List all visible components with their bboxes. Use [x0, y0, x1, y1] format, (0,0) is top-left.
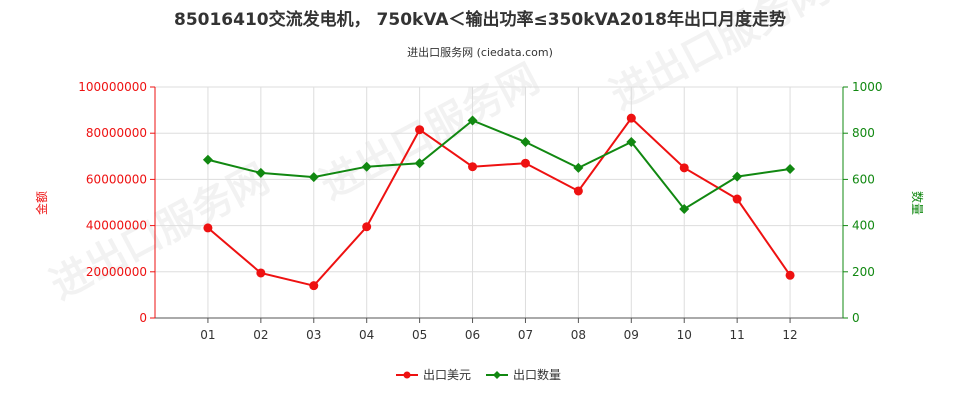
watermark-text: 进出口服务网	[43, 156, 277, 309]
data-point	[468, 162, 478, 172]
data-point	[520, 158, 530, 168]
y-left-axis-label: 金额	[34, 191, 49, 215]
x-tick-label: 12	[782, 328, 797, 342]
x-tick-label: 06	[465, 328, 480, 342]
series-line	[207, 119, 791, 211]
data-point	[414, 158, 425, 169]
x-tick-label: 02	[253, 328, 268, 342]
x-tick-label: 03	[306, 328, 321, 342]
chart-title: 85016410交流发电机， 750kVA＜输出功率≤350kVA2018年出口…	[174, 9, 786, 30]
data-point	[362, 222, 372, 232]
data-point	[256, 268, 266, 278]
legend-swatch-marker	[493, 371, 501, 379]
legend: 出口美元 出口数量	[396, 367, 561, 382]
y-right-axis-label: 数量	[910, 191, 925, 215]
data-point	[573, 186, 583, 196]
y-left-tick-label: 80000000	[86, 126, 147, 140]
data-point	[309, 281, 319, 291]
data-point	[785, 270, 795, 280]
x-tick-label: 10	[677, 328, 692, 342]
x-tick-label: 07	[518, 328, 533, 342]
series	[202, 113, 796, 291]
data-point	[415, 125, 425, 135]
data-point	[202, 154, 213, 165]
y-left-tick-label: 60000000	[86, 172, 147, 186]
legend-label: 出口数量	[513, 367, 561, 382]
y-right-tick-label: 600	[852, 172, 875, 186]
data-point	[679, 203, 690, 214]
series-2	[202, 115, 796, 214]
x-tick-label: 01	[200, 328, 215, 342]
data-point	[361, 161, 372, 172]
data-point	[626, 136, 637, 147]
data-point	[732, 171, 743, 182]
legend-item: 出口美元	[396, 368, 471, 382]
x-tick-label: 05	[412, 328, 427, 342]
y-left-tick-label: 100000000	[78, 80, 147, 94]
y-left-tick-label: 0	[139, 311, 147, 325]
data-point	[679, 163, 689, 173]
legend-swatch-marker	[403, 371, 411, 379]
data-point	[203, 223, 213, 233]
data-point	[308, 172, 319, 183]
data-point	[785, 164, 796, 175]
y-right-tick-label: 800	[852, 126, 875, 140]
y-right-tick-label: 0	[852, 311, 860, 325]
x-tick-label: 09	[624, 328, 639, 342]
y-left-tick-label: 20000000	[86, 265, 147, 279]
x-tick-label: 11	[730, 328, 745, 342]
series-line	[207, 116, 791, 287]
y-left-tick-label: 40000000	[86, 219, 147, 233]
chart-subtitle: 进出口服务网 (ciedata.com)	[407, 45, 553, 59]
data-point	[732, 194, 742, 204]
y-right-tick-label: 400	[852, 219, 875, 233]
series-1	[203, 113, 795, 291]
legend-item: 出口数量	[486, 367, 561, 382]
x-tick-label: 04	[359, 328, 374, 342]
y-right-tick-label: 1000	[852, 80, 883, 94]
x-tick-label: 08	[571, 328, 586, 342]
data-point	[467, 115, 478, 126]
data-point	[626, 113, 636, 123]
axes: 0 0 20000000 200 40000000 400 60000000 600 80000…	[78, 80, 882, 342]
data-point	[520, 136, 531, 147]
watermark-text: 进出口服务网	[313, 56, 547, 209]
y-right-tick-label: 200	[852, 265, 875, 279]
data-point	[573, 162, 584, 173]
data-point	[255, 167, 266, 178]
legend-label: 出口美元	[423, 368, 471, 382]
